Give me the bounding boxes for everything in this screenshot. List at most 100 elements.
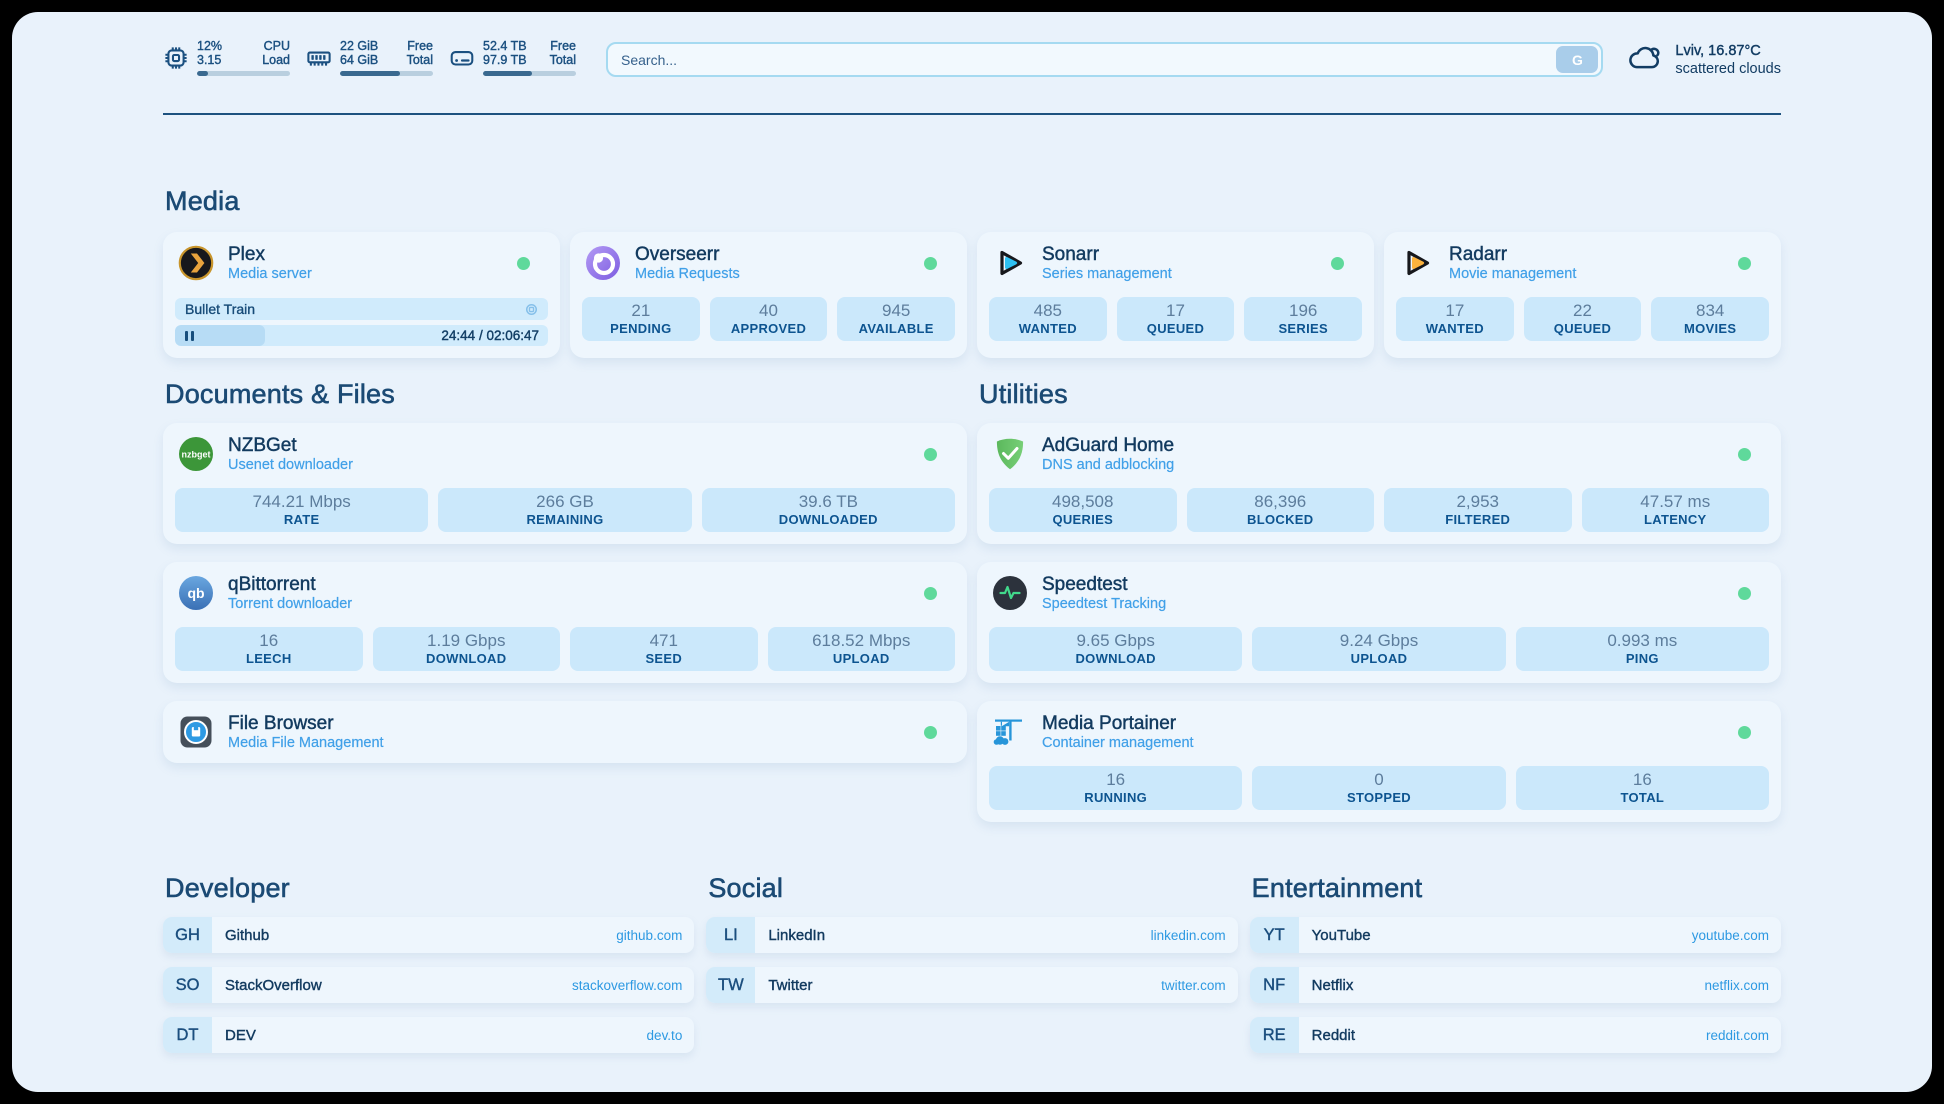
bookmark-name: Reddit [1311,1026,1356,1044]
pause-icon[interactable] [185,330,194,341]
app-description: Speedtest Tracking [1042,595,1167,612]
stat-value: 618.52 Mbps [812,631,911,650]
bookmark-github[interactable]: GH Github github.com [163,917,695,953]
stat-value: 47.57 ms [1640,492,1711,511]
stat-label: QUEUED [1146,321,1205,336]
app-card-speedtest[interactable]: Speedtest Speedtest Tracking 9.65 Gbps DO… [977,562,1781,683]
resource-widgets: 12% CPU 3.15 Load 22 GiB Free 64 GiB Total [163,39,576,76]
section-title-media: Media [165,186,240,216]
stat-box: 0 STOPPED [1252,766,1506,810]
stat-value: 196 [1288,301,1318,320]
playback-progress[interactable]: 24:44 / 02:06:47 [175,325,548,346]
bookmark-youtube[interactable]: YT YouTube youtube.com [1249,917,1781,953]
app-description: Series management [1042,265,1172,282]
adguard-shield-icon [992,436,1028,472]
bookmark-url: linkedin.com [1150,927,1226,943]
cloud-icon [1627,44,1664,76]
app-card-filebrowser[interactable]: File Browser Media File Management [163,701,967,763]
now-playing-row: Bullet Train [175,298,548,320]
ram-progressbar [340,71,433,76]
stat-value: 0 [1374,770,1384,789]
stat-box: 471 SEED [570,627,758,671]
cpu-widget: 12% CPU 3.15 Load [163,39,290,76]
app-card-overseerr[interactable]: Overseerr Media Requests 21 PENDING 40 APP… [570,232,967,358]
bookmark-stackoverflow[interactable]: SO StackOverflow stackoverflow.com [163,967,695,1003]
bookmark-twitter[interactable]: TW Twitter twitter.com [706,967,1238,1003]
status-dot [1331,257,1344,270]
stat-value: 945 [881,301,911,320]
stat-label: AVAILABLE [858,321,934,336]
app-name: NZBGet [228,434,297,456]
disk-total: 97.9 TB [483,52,527,67]
status-dot [1738,448,1751,461]
search-engine-button[interactable]: G [1556,46,1599,73]
stat-label: RUNNING [1084,790,1148,805]
stat-value: 17 [1166,301,1185,320]
app-name: AdGuard Home [1042,434,1175,456]
bookmark-url: reddit.com [1705,1027,1769,1043]
app-card-nzbget[interactable]: nzbget NZBGet Usenet downloader 744.21 M… [163,423,967,544]
playback-time: 24:44 / 02:06:47 [441,328,539,343]
stat-label: LATENCY [1643,512,1707,527]
status-dot [924,726,937,739]
app-card-radarr[interactable]: Radarr Movie management 17 WANTED 22 QUEUE… [1384,232,1781,358]
stat-box: 618.52 Mbps UPLOAD [767,627,955,671]
stat-value: 485 [1033,301,1063,320]
cpu-percent: 12% [197,39,223,53]
bookmark-url: github.com [616,927,683,943]
bookmark-netflix[interactable]: NF Netflix netflix.com [1249,967,1781,1003]
app-name: Overseerr [635,243,720,265]
bookmark-url: stackoverflow.com [572,977,683,993]
cpu-load: 3.15 [197,52,222,67]
stat-value: 9.24 Gbps [1339,631,1419,650]
stat-label: PENDING [610,321,672,336]
bookmark-linkedin[interactable]: LI LinkedIn linkedin.com [706,917,1238,953]
stat-box: 1.19 Gbps DOWNLOAD [372,627,560,671]
stat-label: TOTAL [1620,790,1665,805]
app-description: Media server [228,265,312,282]
section-title-entertainment: Entertainment [1251,873,1423,903]
app-description: Movie management [1449,265,1577,282]
bookmark-name: LinkedIn [768,926,826,944]
gear-icon[interactable] [523,301,540,318]
weather-condition: scattered clouds [1675,61,1781,77]
app-description: Container management [1042,734,1194,751]
stat-box: 86,396 BLOCKED [1186,488,1374,532]
ram-widget: 22 GiB Free 64 GiB Total [306,39,433,76]
stat-value: 744.21 Mbps [252,492,351,511]
app-card-sonarr[interactable]: Sonarr Series management 485 WANTED 17 QUE… [977,232,1374,358]
app-card-portainer[interactable]: Media Portainer Container management 16 R… [977,701,1781,822]
stat-box: 16 RUNNING [989,766,1243,810]
stat-label: DOWNLOADED [778,512,878,527]
app-card-adguard[interactable]: AdGuard Home DNS and adblocking 498,508 Q… [977,423,1781,544]
app-name: Media Portainer [1042,712,1177,734]
bookmark-abbr: LI [706,917,756,953]
stat-label: SERIES [1278,321,1328,336]
app-card-plex[interactable]: Plex Media server Bullet Train [163,232,560,358]
speedtest-icon [992,575,1028,611]
app-description: Media File Management [228,734,384,751]
stat-value: 2,953 [1456,492,1500,511]
stat-box: 485 WANTED [989,297,1107,341]
stat-label: FILTERED [1445,512,1511,527]
status-dot [924,257,937,270]
bookmark-abbr: RE [1249,1017,1299,1053]
stat-value: 39.6 TB [798,492,858,511]
bookmark-name: StackOverflow [225,976,322,994]
app-card-qbittorrent[interactable]: qb qBittorrent Torrent downloader 16 LEEC… [163,562,967,683]
portainer-crane-icon [992,714,1028,750]
section-title-utilities: Utilities [979,379,1068,409]
bookmark-dev[interactable]: DT DEV dev.to [163,1017,695,1053]
ram-total: 64 GiB [340,52,379,67]
weather-widget: Lviv, 16.87°C scattered clouds [1627,42,1781,78]
app-name: Speedtest [1042,573,1128,595]
stat-label: APPROVED [730,321,807,336]
bookmark-abbr: GH [163,917,212,953]
search-bar[interactable]: Search... G [606,42,1604,77]
stat-box: 0.993 ms PING [1515,627,1769,671]
drive-icon [449,45,475,71]
stat-value: 266 GB [536,492,594,511]
stat-box: 2,953 FILTERED [1384,488,1572,532]
bookmark-abbr: SO [163,967,212,1003]
bookmark-reddit[interactable]: RE Reddit reddit.com [1249,1017,1781,1053]
